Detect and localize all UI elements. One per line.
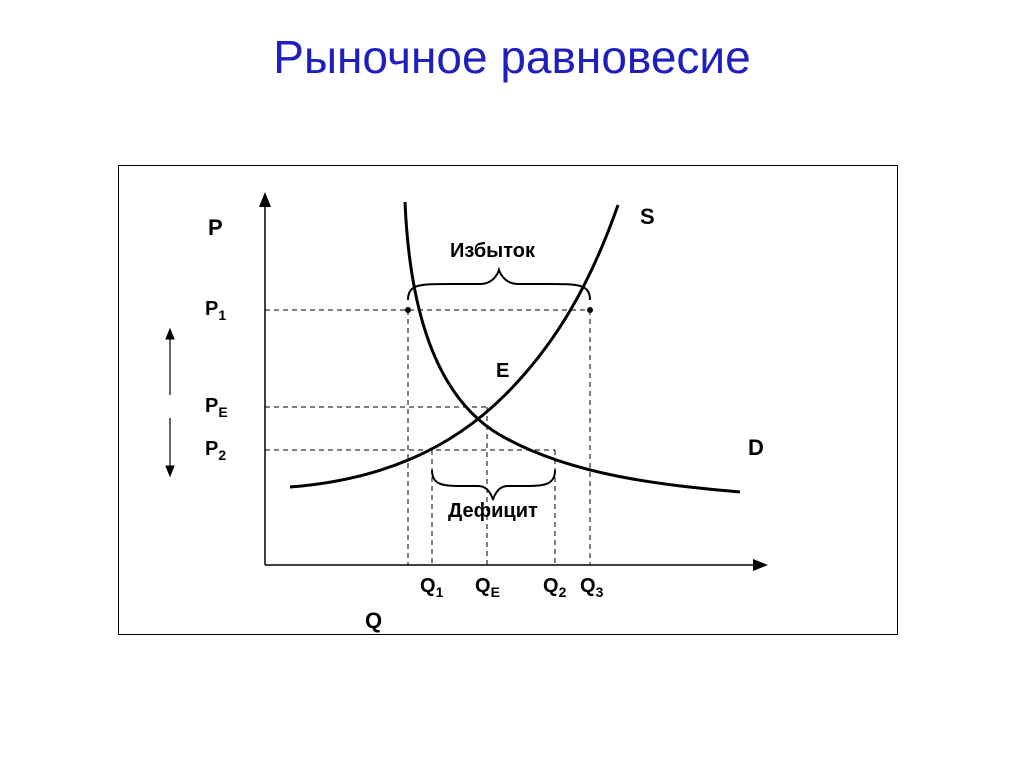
chart-svg [0,0,1024,767]
label-Q2: Q2 [543,575,566,600]
surplus-brace [408,270,590,300]
label-D: D [748,435,764,461]
label-Q3: Q3 [580,575,603,600]
label-E: E [496,360,509,383]
label-surplus: Избыток [450,240,535,263]
label-Q: Q [365,608,382,634]
label-P2: P2 [205,438,226,463]
label-P1: P1 [205,298,226,323]
shortage-brace [432,470,555,500]
label-PE: PE [205,395,228,420]
label-Q1: Q1 [420,575,443,600]
label-shortage: Дефицит [448,500,538,523]
label-QE: QE [475,575,500,600]
label-S: S [640,204,655,230]
label-P: P [208,215,223,241]
